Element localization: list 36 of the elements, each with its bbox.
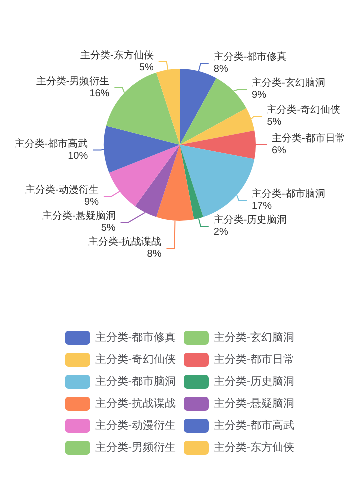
data-label: 5% <box>101 222 116 234</box>
slice-label: 主分类-动漫衍生 <box>26 184 99 196</box>
legend-label: 主分类-都市脑洞 <box>95 375 176 388</box>
slice-label: 主分类-都市修真 <box>214 51 288 64</box>
legend-label: 主分类-玄幻脑洞 <box>214 331 295 344</box>
data-label: 2% <box>214 227 228 238</box>
slice-label: 主分类-都市日常 <box>272 132 346 144</box>
legend-label: 主分类-都市修真 <box>95 331 176 344</box>
slice-label: 主分类-奇幻仙侠 <box>267 104 341 116</box>
slice-label: 主分类-东方仙侠 <box>80 50 154 62</box>
data-label: 16% <box>90 88 110 100</box>
data-label: 10% <box>68 150 88 162</box>
data-label: 9% <box>84 196 100 208</box>
slice-label: 主分类-都市高武 <box>14 138 88 150</box>
data-label: 5% <box>267 117 282 128</box>
slice-label: 主分类-玄幻脑洞 <box>252 77 326 90</box>
slice-label: 主分类-男频衍生 <box>36 76 110 88</box>
legend-label: 主分类-男频衍生 <box>95 441 176 454</box>
legend-label: 主分类-抗战谍战 <box>95 397 176 410</box>
data-label: 6% <box>272 146 287 156</box>
data-label: 8% <box>214 64 228 76</box>
legend-label: 主分类-动漫衍生 <box>95 419 176 432</box>
legend-label: 主分类-悬疑脑洞 <box>214 397 295 410</box>
slice-label: 主分类-历史脑洞 <box>214 214 288 226</box>
slice-label: 主分类-抗战谍战 <box>88 236 162 248</box>
legend-label: 主分类-都市高武 <box>214 419 295 432</box>
data-label: 5% <box>139 62 154 74</box>
data-label: 8% <box>147 248 162 260</box>
data-label: 17% <box>252 201 272 212</box>
slice-label: 主分类-都市脑洞 <box>252 188 326 200</box>
legend-label: 主分类-奇幻仙侠 <box>95 353 176 366</box>
legend-label: 主分类-东方仙侠 <box>214 441 295 454</box>
legend-label: 主分类-历史脑洞 <box>214 375 295 388</box>
slice-label: 主分类-悬疑脑洞 <box>42 210 116 222</box>
legend-label: 主分类-都市日常 <box>214 353 295 366</box>
data-label: 9% <box>252 90 267 102</box>
